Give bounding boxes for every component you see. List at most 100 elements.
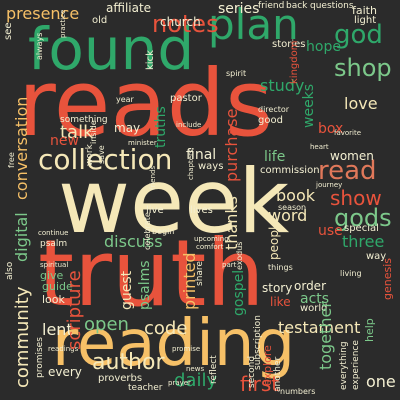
word-ways: ways <box>198 161 224 172</box>
word-year: year <box>116 95 134 104</box>
word-conversation: conversation <box>12 96 31 200</box>
word-minister: minister <box>128 139 157 147</box>
word-prayer: prayer <box>168 379 191 387</box>
word-journey: journey <box>316 181 343 189</box>
word-promise: promise <box>172 345 201 353</box>
word-daily: daily <box>174 370 218 391</box>
word-live: live <box>146 205 164 216</box>
word-stories: stories <box>272 39 306 50</box>
word-director: director <box>258 105 290 114</box>
word-chapters: chapters <box>187 149 195 180</box>
word-every: every <box>48 365 82 379</box>
word-celebrate: celebrate <box>143 212 152 250</box>
word-special: special <box>344 223 379 234</box>
word-living: living <box>340 269 362 278</box>
word-guide: guide <box>42 280 73 293</box>
word-reads: reads <box>18 50 274 157</box>
word-back: back <box>286 1 308 11</box>
word-testament: testament <box>278 318 361 337</box>
word-weeks: weeks <box>301 83 317 128</box>
word-upcoming: upcoming <box>194 235 229 243</box>
word-love: love <box>344 94 378 113</box>
word-faith: faith <box>352 4 377 17</box>
word-together: together <box>316 301 335 370</box>
word-favorite: favorite <box>334 129 362 137</box>
word-talk: talk <box>60 122 94 143</box>
word-news: news <box>186 365 205 373</box>
word-second: second <box>247 355 257 388</box>
word-always: always <box>35 32 44 60</box>
word-questions: questions <box>310 1 354 11</box>
word-help: help <box>363 318 376 342</box>
word-use: use <box>318 223 343 239</box>
word-truths: truths <box>153 106 169 148</box>
word-lives: lives <box>190 205 213 216</box>
word-collection: collection <box>38 143 173 176</box>
word-things: things <box>268 263 293 272</box>
word-people: people <box>267 219 281 260</box>
word-spirit: spirit <box>226 69 247 78</box>
word-truth: truth <box>38 220 265 327</box>
word-proverbs: proverbs <box>98 373 143 384</box>
word-code: code <box>144 318 188 339</box>
word-reflect: reflect <box>209 355 219 384</box>
word-look: look <box>42 293 65 306</box>
word-read: read <box>318 156 377 186</box>
word-season: season <box>278 203 307 212</box>
word-reading: reading <box>52 307 296 381</box>
word-experience: experience <box>351 340 361 390</box>
word-plan: plan <box>208 0 299 49</box>
word-open: open <box>84 314 129 335</box>
word-everything: everything <box>339 341 349 390</box>
word-heart: heart <box>310 143 329 151</box>
word-include: include <box>176 121 202 129</box>
word-digital: digital <box>12 212 31 262</box>
word-psalm: psalm <box>40 239 68 249</box>
word-one: one <box>366 372 396 391</box>
word-women: women <box>330 149 374 163</box>
word-free: free <box>7 152 16 168</box>
word-life: life <box>264 149 286 165</box>
word-save: save <box>97 145 106 164</box>
word-work: work <box>85 144 95 166</box>
word-discuss: discuss <box>104 232 163 251</box>
word-box: box <box>318 121 344 137</box>
word-lent: lent <box>42 320 73 339</box>
word-three: three <box>342 232 385 251</box>
word-may: may <box>114 121 141 135</box>
word-world: world <box>300 303 328 314</box>
word-kick: kick <box>145 50 156 70</box>
word-hope: hope <box>306 39 341 55</box>
word-acts: acts <box>300 291 330 307</box>
word-author: author <box>92 350 165 375</box>
word-light: light <box>354 15 377 26</box>
word-begin: begin <box>152 227 175 236</box>
word-genesis: genesis <box>381 257 394 300</box>
word-also: also <box>5 261 15 280</box>
word-word: word <box>268 206 308 225</box>
word-book: book <box>276 186 315 205</box>
word-presence: presence <box>6 4 80 23</box>
word-affiliate: affiliate <box>106 1 152 15</box>
word-series: series <box>218 1 260 17</box>
word-practice: practice <box>59 9 67 38</box>
word-gospel: gospel <box>231 269 247 316</box>
word-show: show <box>330 186 382 210</box>
word-part: part <box>222 261 237 269</box>
word-commission: commission <box>260 165 320 176</box>
word-give: give <box>40 269 64 282</box>
word-kingdom: kingdom <box>289 40 300 84</box>
word-exodus: exodus <box>235 241 244 270</box>
word-scripture: scripture <box>64 270 85 350</box>
word-notes: notes <box>152 10 219 38</box>
word-week: week <box>58 150 290 253</box>
word-readings: readings <box>48 345 79 353</box>
word-spiritual: spiritual <box>40 261 69 269</box>
word-promises: promises <box>35 337 45 378</box>
word-good: good <box>258 115 283 126</box>
word-friends: friends <box>149 165 157 190</box>
word-final: final <box>186 147 217 163</box>
word-purchase: purchase <box>222 108 241 182</box>
word-explore: explore <box>261 345 274 386</box>
word-story: story <box>262 281 293 295</box>
